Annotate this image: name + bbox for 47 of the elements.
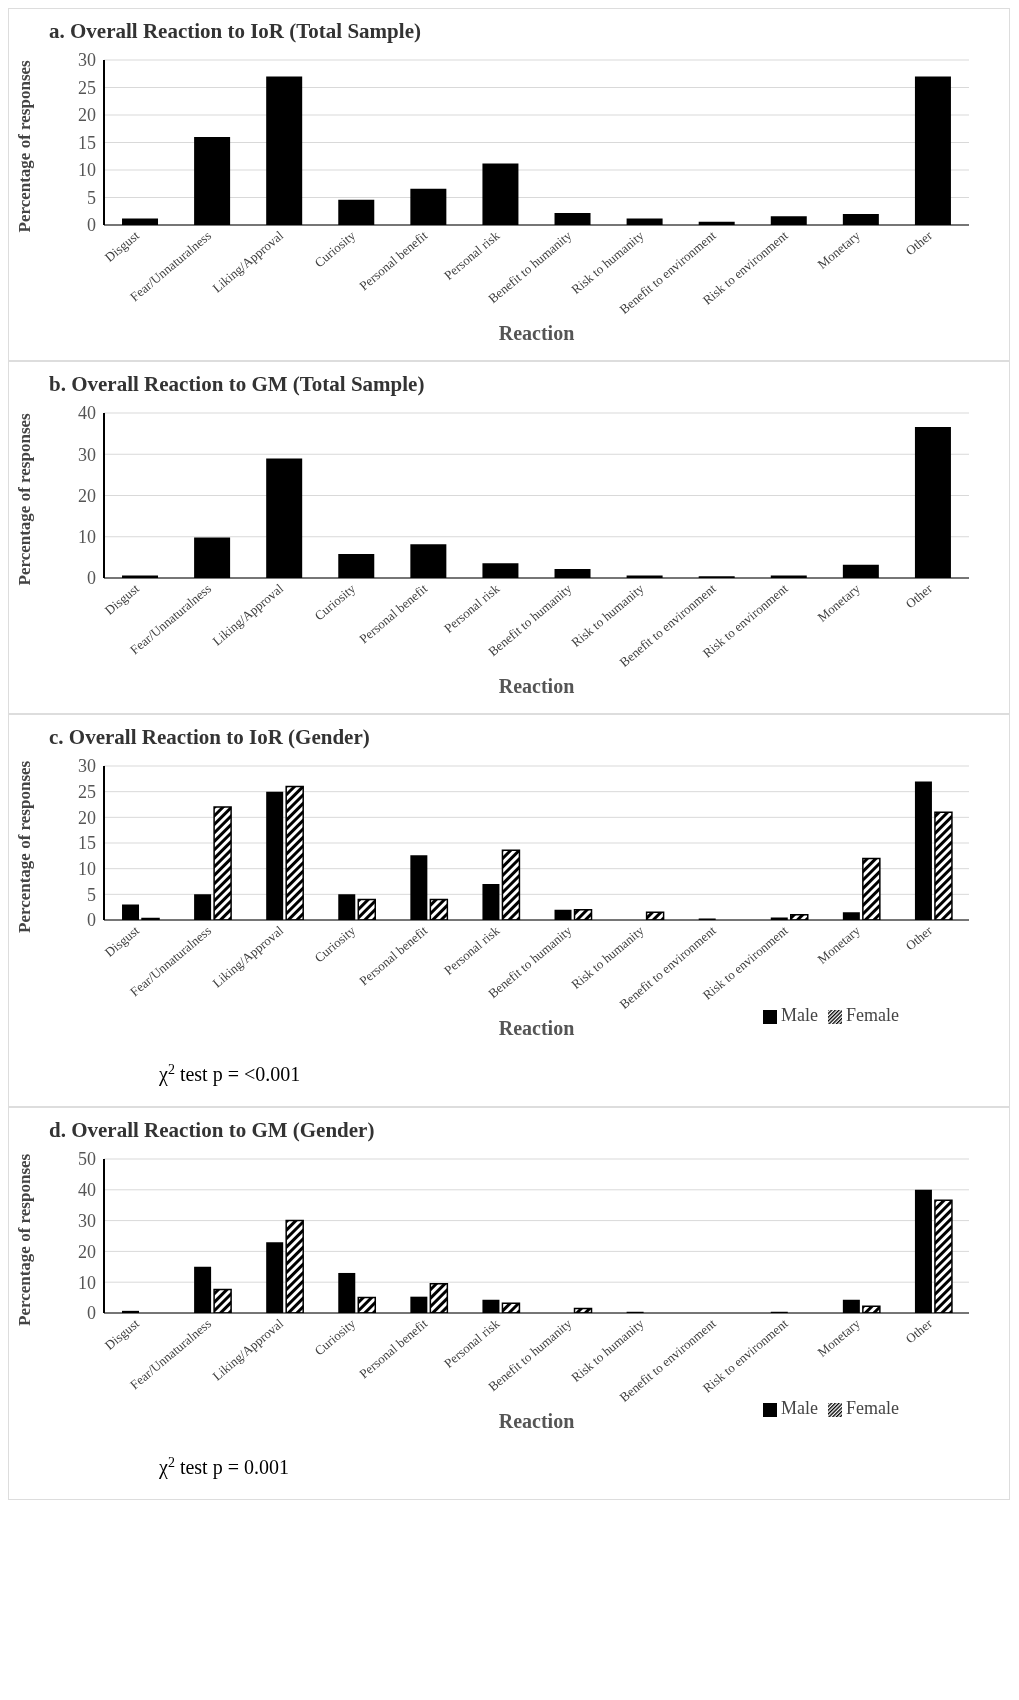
y-tick-label: 20 <box>78 1241 96 1262</box>
y-tick-label: 15 <box>78 833 96 854</box>
chart-title: b. Overall Reaction to GM (Total Sample) <box>49 372 426 397</box>
y-tick-label: 30 <box>78 50 96 71</box>
legend-label: Male <box>781 1398 819 1418</box>
chart-title: d. Overall Reaction to GM (Gender) <box>49 1118 376 1143</box>
x-tick-label: Other <box>902 922 936 954</box>
y-tick-label: 0 <box>87 910 96 931</box>
legend-label: Female <box>846 1005 899 1025</box>
y-axis-title: Percentage of responses <box>15 760 35 933</box>
y-tick-label: 40 <box>78 403 96 424</box>
y-tick-label: 5 <box>87 884 96 905</box>
y-tick-label: 15 <box>78 132 96 153</box>
y-tick-label: 20 <box>78 807 96 828</box>
y-axis-title: Percentage of responses <box>15 412 35 586</box>
text: χ$^{2}$ test p = 0.001 <box>158 1454 289 1479</box>
y-tick-label: 10 <box>78 859 96 880</box>
chart-title: a. Overall Reaction to IoR (Total Sample) <box>49 19 422 44</box>
x-axis-title: Reaction <box>498 675 575 697</box>
x-tick-label: Other <box>902 227 936 259</box>
y-tick-label: 20 <box>78 105 96 126</box>
y-tick-label: 30 <box>78 756 96 777</box>
y-tick-label: 25 <box>78 782 96 803</box>
y-tick-label: 0 <box>87 568 96 589</box>
y-tick-label: 30 <box>78 1210 96 1231</box>
y-axis-title: Percentage of responses <box>15 59 35 233</box>
y-tick-label: 0 <box>87 215 96 236</box>
y-tick-label: 10 <box>78 1272 96 1293</box>
y-tick-label: 30 <box>78 444 96 465</box>
y-tick-label: 0 <box>87 1303 96 1324</box>
y-axis-title: Percentage of responses <box>15 1153 35 1326</box>
x-axis-title: Reaction <box>498 322 575 344</box>
x-tick-label: Other <box>902 580 936 612</box>
chart-title: c. Overall Reaction to IoR (Gender) <box>49 725 371 750</box>
y-tick-label: 5 <box>87 187 96 208</box>
legend-label: Female <box>846 1398 899 1418</box>
x-axis-title: Reaction <box>498 1017 575 1039</box>
y-tick-label: 40 <box>78 1180 96 1201</box>
text: χ$^{2}$ test p = <0.001 <box>158 1061 301 1086</box>
y-tick-label: 10 <box>78 160 96 181</box>
y-tick-label: 20 <box>78 485 96 506</box>
y-tick-label: 25 <box>78 77 96 98</box>
y-tick-label: 50 <box>78 1149 96 1170</box>
x-tick-label: Other <box>902 1315 936 1347</box>
y-tick-label: 10 <box>78 527 96 548</box>
x-axis-title: Reaction <box>498 1410 575 1432</box>
legend-label: Male <box>781 1005 819 1025</box>
